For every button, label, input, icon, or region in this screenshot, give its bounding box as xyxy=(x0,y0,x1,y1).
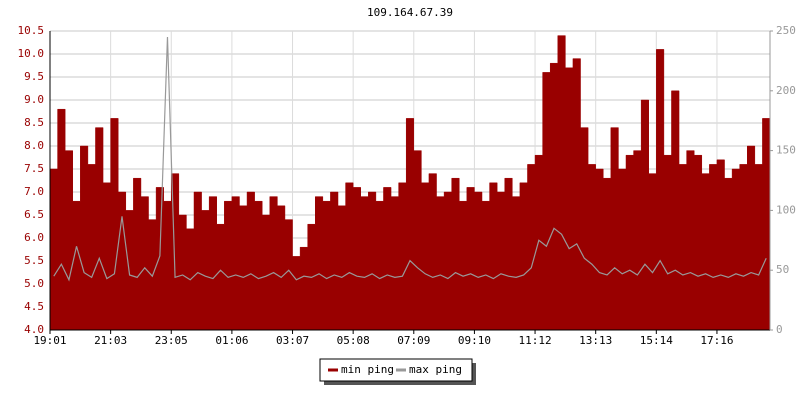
legend-label: max ping xyxy=(409,363,462,376)
x-tick-label: 17:16 xyxy=(700,334,733,347)
y2-tick-label: 250 xyxy=(776,24,796,37)
chart-title: 109.164.67.39 xyxy=(367,6,453,19)
y-tick-label: 6.0 xyxy=(24,231,44,244)
y-tick-label: 10.5 xyxy=(18,24,45,37)
legend-label: min ping xyxy=(341,363,394,376)
y2-tick-label: 200 xyxy=(776,84,796,97)
y-tick-label: 8.0 xyxy=(24,139,44,152)
x-tick-label: 05:08 xyxy=(337,334,370,347)
y-tick-label: 6.5 xyxy=(24,208,44,221)
x-tick-label: 09:10 xyxy=(458,334,491,347)
y2-tick-label: 0 xyxy=(776,323,783,336)
y-tick-label: 9.0 xyxy=(24,93,44,106)
y-tick-label: 5.5 xyxy=(24,254,44,267)
y-tick-label: 9.5 xyxy=(24,70,44,83)
y-tick-label: 7.0 xyxy=(24,185,44,198)
y-tick-label: 5.0 xyxy=(24,277,44,290)
x-tick-label: 03:07 xyxy=(276,334,309,347)
y2-tick-label: 100 xyxy=(776,203,796,216)
x-tick-label: 21:03 xyxy=(94,334,127,347)
y-tick-label: 8.5 xyxy=(24,116,44,129)
x-tick-label: 11:12 xyxy=(518,334,551,347)
y-tick-label: 4.0 xyxy=(24,323,44,336)
x-tick-label: 13:13 xyxy=(579,334,612,347)
x-tick-label: 19:01 xyxy=(33,334,66,347)
x-tick-label: 07:09 xyxy=(397,334,430,347)
y-tick-label: 7.5 xyxy=(24,162,44,175)
x-tick-label: 15:14 xyxy=(640,334,673,347)
y2-tick-label: 50 xyxy=(776,263,789,276)
y-tick-label: 4.5 xyxy=(24,300,44,313)
x-tick-label: 01:06 xyxy=(215,334,248,347)
y-tick-label: 10.0 xyxy=(18,47,45,60)
area xyxy=(49,35,771,331)
x-tick-label: 23:05 xyxy=(155,334,188,347)
y2-tick-label: 150 xyxy=(776,144,796,157)
line xyxy=(53,36,767,282)
